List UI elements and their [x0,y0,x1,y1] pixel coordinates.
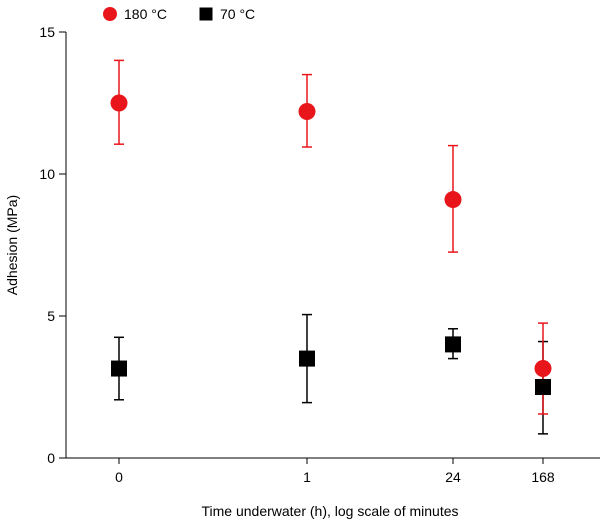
y-tick-label: 10 [39,166,55,182]
data-point-square [299,350,315,367]
y-tick-label: 0 [47,450,55,466]
x-tick-label: 168 [531,469,555,485]
data-marks [110,59,552,435]
legend: 180 °C 70 °C [103,6,255,22]
legend-marker-circle [103,7,117,21]
x-tick-label: 0 [115,469,123,485]
legend-marker-square [199,7,213,21]
x-axis-ticks: 0 1 24 168 [115,458,555,485]
y-axis-ticks: 0 5 10 15 [39,24,66,466]
y-tick-label: 15 [39,24,55,40]
data-point-square [111,360,127,377]
data-point-circle [298,103,316,121]
data-point-square [535,379,551,395]
y-tick-label: 5 [47,308,55,324]
data-point-circle [110,94,128,112]
legend-label: 70 °C [220,6,255,22]
x-tick-label: 24 [445,469,461,485]
x-axis-label: Time underwater (h), log scale of minute… [201,503,458,519]
data-point-circle [444,191,462,209]
legend-label: 180 °C [124,6,167,22]
y-axis-label: Adhesion (MPa) [4,195,20,295]
axes [65,32,600,459]
data-point-square [445,336,461,353]
data-point-circle [534,360,552,378]
x-tick-label: 1 [303,469,311,485]
